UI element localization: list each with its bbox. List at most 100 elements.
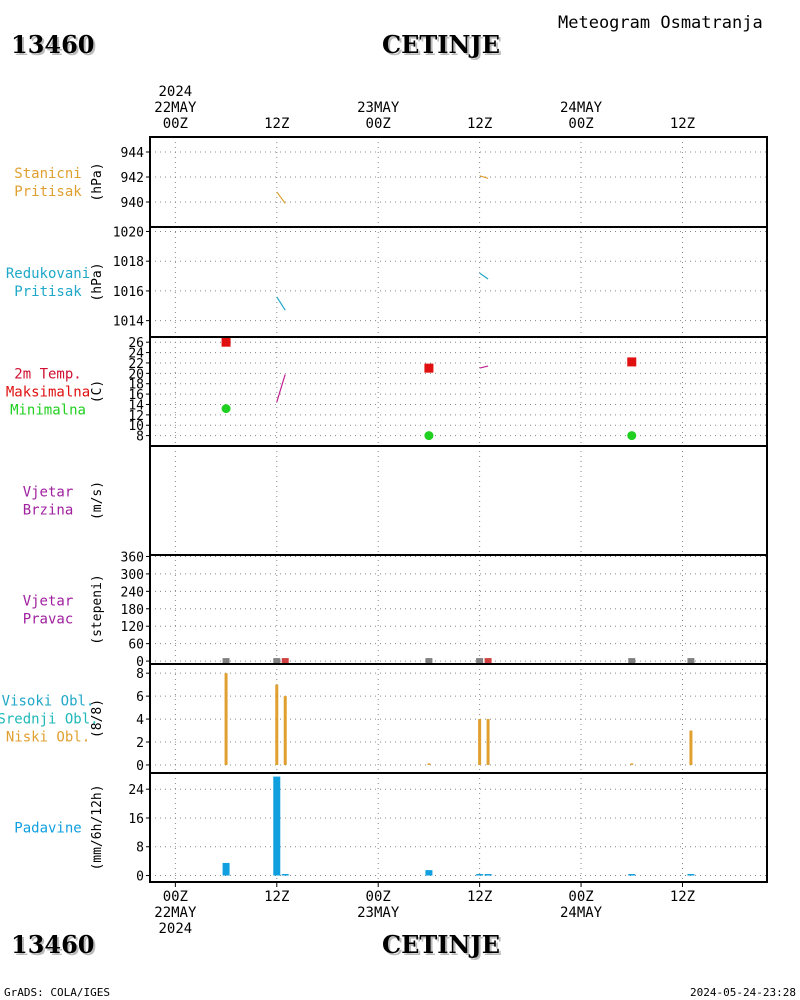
y-tick-label: 22 bbox=[128, 357, 144, 372]
bottom-time-label: 24MAY bbox=[560, 905, 603, 921]
panel-frame bbox=[149, 445, 768, 556]
top-time-label: 12Z bbox=[670, 116, 695, 132]
data-bar bbox=[425, 870, 433, 876]
y-tick-label: 300 bbox=[121, 568, 144, 583]
y-tick-label: 24 bbox=[128, 783, 144, 798]
panel-label: Padavine bbox=[14, 821, 81, 837]
top-time-label: 00Z bbox=[568, 116, 593, 132]
y-tick-label: 940 bbox=[121, 196, 144, 211]
y-tick-label: 20 bbox=[128, 367, 144, 382]
data-bar bbox=[222, 862, 230, 876]
panel-unit-label: (8/8) bbox=[90, 699, 105, 738]
bottom-time-label: 12Z bbox=[670, 889, 695, 905]
y-tick-label: 120 bbox=[121, 620, 144, 635]
y-tick-label: 10 bbox=[128, 419, 144, 434]
data-bar bbox=[283, 696, 287, 765]
meteogram-panels: 940942944(hPa)StanicniPritisak1014101610… bbox=[0, 136, 768, 885]
y-tick-label: 1020 bbox=[113, 225, 144, 240]
timestamp-label: 2024-05-24-23:28 bbox=[690, 986, 796, 999]
top-time-label: 23MAY bbox=[357, 100, 400, 116]
panel-frame bbox=[149, 772, 768, 883]
y-tick-label: 944 bbox=[121, 146, 145, 161]
panel-label: Srednji Obl. bbox=[0, 712, 99, 728]
y-tick-label: 18 bbox=[128, 378, 144, 393]
y-tick-label: 0 bbox=[136, 655, 144, 670]
panel-label: Pritisak bbox=[14, 284, 82, 300]
data-bar bbox=[484, 874, 492, 876]
data-bar bbox=[476, 874, 484, 876]
panel-label: Vjetar bbox=[23, 594, 74, 610]
series-line bbox=[276, 191, 286, 204]
data-bar bbox=[281, 874, 289, 876]
y-tick-label: 1016 bbox=[113, 285, 144, 300]
panel-station-pressure: 940 942 944 (hPa) Stanicni Pritisak bbox=[14, 136, 768, 228]
direction-marker bbox=[687, 658, 695, 665]
y-tick-label: 8 bbox=[136, 841, 144, 856]
panel-unit-label: (mm/6h/12h) bbox=[90, 784, 105, 870]
y-tick-label: 1014 bbox=[113, 315, 144, 330]
data-bar bbox=[224, 673, 228, 765]
data-bar bbox=[630, 763, 634, 765]
y-tick-label: 360 bbox=[121, 550, 144, 565]
min-temp-marker bbox=[627, 431, 637, 441]
y-tick-label: 0 bbox=[136, 870, 144, 885]
data-bar bbox=[273, 776, 281, 876]
panel-precipitation: 0 8 16 24 (mm/6h/12h) Padavine bbox=[14, 772, 768, 885]
top-time-label: 2024 bbox=[158, 84, 192, 100]
series-line bbox=[479, 365, 489, 369]
panel-label: Maksimalna bbox=[6, 385, 90, 401]
panel-unit-label: (m/s) bbox=[90, 481, 105, 520]
y-tick-label: 2 bbox=[136, 736, 144, 751]
panel-frame bbox=[149, 336, 768, 447]
top-time-label: 22MAY bbox=[154, 100, 197, 116]
series-line bbox=[276, 374, 286, 403]
max-temp-marker bbox=[221, 337, 231, 347]
bottom-time-label: 23MAY bbox=[357, 905, 400, 921]
top-time-label: 12Z bbox=[264, 116, 289, 132]
panel-unit-label: (C) bbox=[90, 380, 105, 403]
y-tick-label: 8 bbox=[136, 430, 144, 445]
panel-label: Stanicni bbox=[14, 166, 81, 182]
y-tick-label: 24 bbox=[128, 347, 144, 362]
data-bar bbox=[486, 719, 490, 765]
top-time-label: 00Z bbox=[163, 116, 188, 132]
panel-label: Redukovani bbox=[6, 266, 90, 282]
direction-marker bbox=[273, 658, 281, 665]
data-bar bbox=[687, 874, 695, 876]
series-line bbox=[479, 175, 489, 179]
bottom-time-label: 2024 bbox=[158, 921, 192, 937]
y-tick-label: 0 bbox=[136, 759, 144, 774]
station-number-bottom: 13460 bbox=[11, 930, 95, 959]
panel-label: Vjetar bbox=[23, 485, 74, 501]
panel-frame bbox=[149, 136, 768, 228]
y-tick-label: 16 bbox=[128, 812, 144, 827]
y-tick-label: 60 bbox=[128, 638, 144, 653]
credits-label: GrADS: COLA/IGES bbox=[4, 986, 110, 999]
y-tick-label: 240 bbox=[121, 585, 144, 600]
panel-frame bbox=[149, 554, 768, 665]
station-number-top: 13460 bbox=[11, 30, 95, 59]
panel-wind-speed: (m/s) Vjetar Brzina bbox=[23, 445, 768, 556]
direction-marker bbox=[425, 658, 433, 665]
y-tick-label: 16 bbox=[128, 388, 144, 403]
y-tick-label: 14 bbox=[128, 398, 144, 413]
bottom-time-label: 12Z bbox=[467, 889, 492, 905]
top-time-label: 12Z bbox=[467, 116, 492, 132]
station-name-bottom: CETINJE bbox=[381, 930, 501, 959]
y-tick-label: 26 bbox=[128, 336, 144, 351]
top-time-label: 00Z bbox=[366, 116, 391, 132]
min-temp-marker bbox=[424, 431, 434, 441]
direction-marker bbox=[476, 658, 484, 665]
y-tick-label: 4 bbox=[136, 713, 144, 728]
direction-marker bbox=[222, 658, 230, 665]
direction-marker bbox=[484, 658, 492, 665]
panel-frame bbox=[149, 226, 768, 338]
y-tick-label: 180 bbox=[121, 603, 144, 618]
data-bar bbox=[478, 719, 482, 765]
bottom-time-label: 00Z bbox=[366, 889, 391, 905]
max-temp-marker bbox=[627, 357, 637, 367]
